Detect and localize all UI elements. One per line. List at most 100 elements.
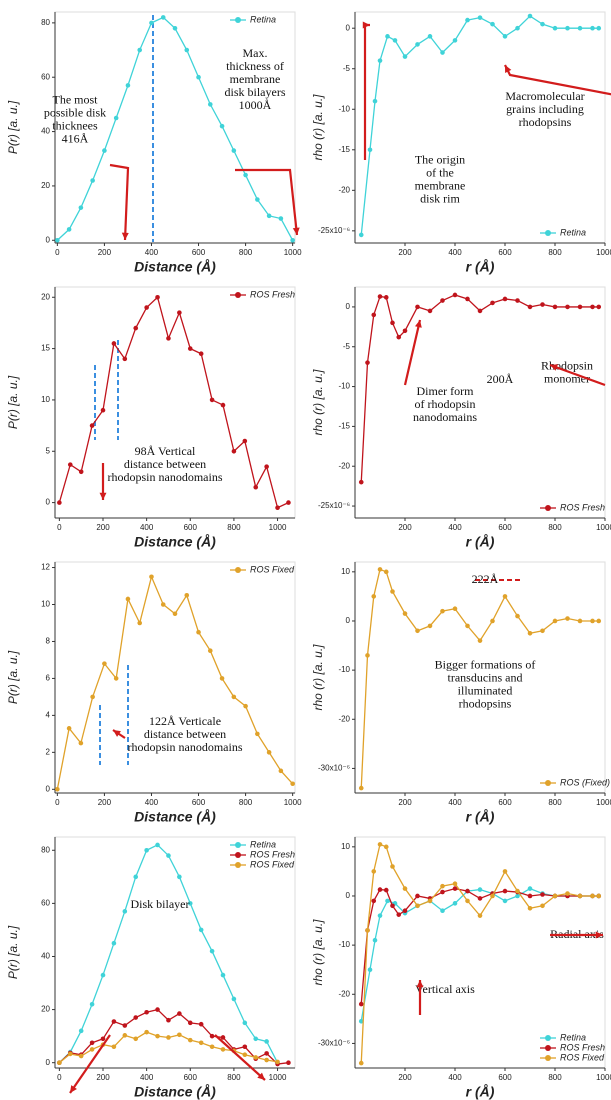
annotation: of rhodopsin: [415, 397, 476, 411]
data-point: [383, 887, 389, 893]
data-point: [527, 905, 533, 911]
data-point: [383, 844, 389, 850]
y-axis-label: rho (r) [a. u.]: [311, 369, 325, 436]
data-point: [243, 172, 248, 178]
data-point: [577, 893, 583, 899]
data-point: [290, 781, 295, 787]
x-tick-label: 600: [498, 523, 512, 532]
data-point: [596, 304, 602, 310]
data-point: [78, 740, 84, 746]
x-axis-label: Distance (Å): [134, 809, 216, 825]
legend-label: ROS (Fixed): [560, 777, 610, 787]
arrow-head: [99, 492, 107, 500]
data-point: [144, 847, 149, 853]
y-axis-label: rho (r) [a. u.]: [311, 644, 325, 711]
data-point: [367, 967, 373, 973]
annotation: disk bilayers: [225, 85, 286, 99]
data-point: [358, 1019, 364, 1024]
x-tick-label: 200: [98, 248, 112, 257]
arrow: [403, 319, 422, 386]
data-point: [440, 50, 445, 55]
panel: 10 0 -10 -20 -30x10⁻⁶ 200 400 600 800 1000 r (Å) rh…: [311, 836, 611, 1100]
arrow: [549, 363, 606, 387]
y-tick-label: 8: [46, 637, 51, 646]
y-tick-label: -20: [338, 989, 350, 998]
annotation: nanodomains: [413, 410, 477, 424]
data-point: [266, 213, 272, 219]
data-point: [527, 630, 533, 636]
legend-marker: [545, 780, 551, 786]
data-point: [427, 34, 433, 39]
plot-area: [54, 561, 296, 794]
x-tick-label: 800: [548, 798, 562, 807]
data-point: [358, 479, 364, 485]
y-tick-label: 15: [41, 344, 50, 353]
plot-area: [354, 836, 606, 1069]
data-point: [187, 1020, 193, 1026]
plot-area: [354, 11, 606, 244]
data-point: [133, 874, 139, 880]
data-point: [133, 1036, 139, 1042]
data-point: [187, 901, 193, 906]
x-axis-label: r (Å): [466, 1084, 495, 1100]
data-point: [465, 17, 470, 23]
data-point: [57, 500, 62, 505]
data-point: [286, 1060, 291, 1065]
legend-label: ROS Fresh: [560, 1042, 605, 1052]
data-point: [540, 892, 545, 897]
data-point: [78, 1028, 84, 1034]
data-point: [385, 898, 390, 904]
data-point: [155, 842, 160, 848]
data-point: [596, 618, 602, 624]
data-point: [502, 869, 508, 874]
data-point: [502, 296, 508, 302]
data-point: [452, 606, 458, 611]
data-point: [477, 638, 483, 643]
data-point: [78, 469, 84, 475]
data-point: [590, 618, 595, 624]
data-point: [219, 676, 225, 681]
y-tick-label: 6: [46, 674, 51, 683]
data-point: [209, 397, 215, 403]
data-point: [590, 893, 595, 899]
y-tick-label: -20: [338, 461, 350, 470]
data-point: [125, 596, 131, 602]
data-point: [220, 1047, 226, 1052]
annotation: membrane: [415, 178, 466, 192]
x-tick-label: 1000: [596, 523, 611, 532]
data-point: [440, 908, 445, 914]
data-point: [255, 197, 260, 202]
data-point: [358, 785, 364, 791]
data-point: [113, 676, 119, 681]
data-point: [231, 694, 237, 700]
data-point: [377, 567, 383, 572]
annotation: 122Å Verticale: [149, 714, 221, 728]
data-point: [144, 1029, 149, 1035]
arrow-head: [121, 232, 129, 240]
annotation: illuminated: [458, 683, 513, 697]
y-tick-label: -30x10⁻⁶: [318, 764, 350, 773]
panel: 10 0 -10 -20 -30x10⁻⁶ 200 400 600 800 1000 r (Å) rh…: [311, 561, 611, 825]
x-axis-label: r (Å): [466, 809, 495, 825]
data-point: [415, 304, 420, 310]
data-point: [155, 1033, 160, 1039]
data-point: [365, 360, 370, 365]
annotation: rhodopsin nanodomains: [108, 470, 223, 484]
arrow-head: [505, 65, 512, 73]
data-point: [415, 628, 420, 634]
data-point: [527, 893, 533, 899]
data-point: [198, 927, 204, 933]
x-tick-label: 600: [192, 248, 206, 257]
data-point: [166, 1017, 171, 1023]
data-point: [377, 58, 383, 63]
data-point: [90, 694, 95, 700]
data-point: [477, 308, 483, 314]
data-point: [55, 787, 60, 792]
data-point: [100, 1036, 106, 1042]
data-point: [377, 294, 383, 299]
data-point: [402, 886, 408, 891]
data-point: [231, 148, 237, 153]
data-point: [390, 320, 395, 326]
